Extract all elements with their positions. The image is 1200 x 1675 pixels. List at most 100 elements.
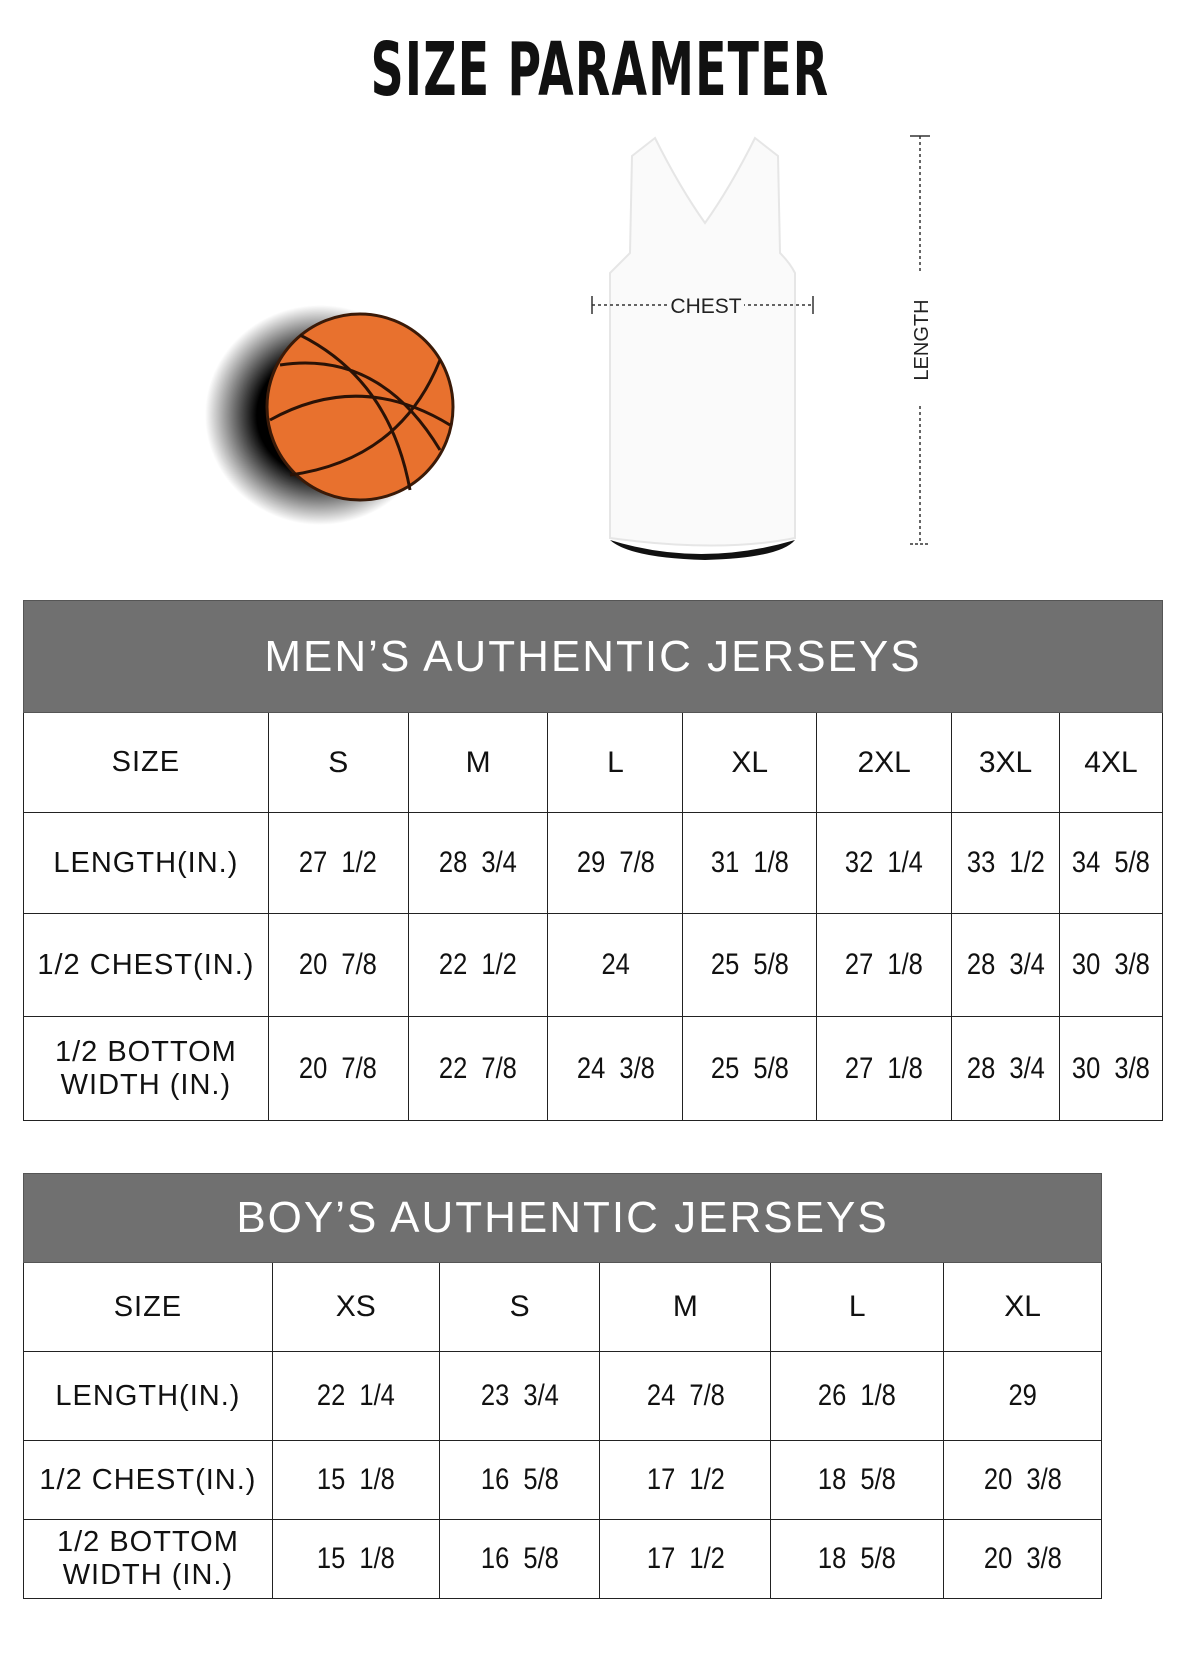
table-cell: 20 7/8 [267, 1016, 409, 1121]
table-row: LENGTH(IN.) 27 1/2 28 3/4 29 7/8 31 1/8 32 1/… [23, 812, 1163, 914]
table-row: 1/2 BOTTOM WIDTH (IN.) 15 1/8 16 5/8 17 1/2… [23, 1519, 1102, 1599]
cell-value: 20 3/8 [983, 1463, 1062, 1496]
cell-value: 24 3/8 [576, 1051, 655, 1085]
table-cell: 29 [943, 1351, 1102, 1441]
table-cell: 24 [547, 913, 684, 1017]
table-cell: 23 3/4 [438, 1351, 601, 1441]
table-row: 1/2 BOTTOM WIDTH (IN.) 20 7/8 22 7/8 24 3/8… [23, 1016, 1163, 1121]
cell-value: 17 1/2 [646, 1542, 725, 1575]
table-cell: 30 3/8 [1059, 1016, 1163, 1121]
column-header: S [438, 1262, 601, 1352]
table-cell: 20 3/8 [943, 1440, 1102, 1520]
row-label: 1/2 BOTTOM WIDTH (IN.) [23, 1016, 269, 1121]
column-header: SIZE [23, 712, 269, 813]
cell-value: 16 5/8 [480, 1542, 559, 1575]
page-title: SIZE PARAMETER [0, 30, 1200, 110]
row-label: 1/2 BOTTOM WIDTH (IN.) [23, 1519, 273, 1599]
cell-value: 16 5/8 [480, 1463, 559, 1496]
table-cell: 22 7/8 [407, 1016, 549, 1121]
cell-value: 32 1/4 [845, 846, 924, 879]
cell-value: 26 1/8 [818, 1379, 897, 1412]
table-cell: 22 1/4 [271, 1351, 440, 1441]
cell-value: 29 7/8 [576, 846, 655, 879]
cell-value: 27 1/2 [299, 846, 378, 879]
table-cell: 18 5/8 [770, 1440, 945, 1520]
cell-value: 28 3/4 [966, 1051, 1045, 1085]
table-cell: 22 1/2 [407, 913, 549, 1017]
cell-value: 20 7/8 [299, 948, 378, 981]
cell-value: 20 3/8 [983, 1542, 1062, 1575]
table-cell: 29 7/8 [547, 812, 684, 914]
cell-value: 23 3/4 [480, 1379, 559, 1412]
column-header: S [267, 712, 409, 813]
table-cell: 27 1/8 [816, 913, 953, 1017]
table-cell: 26 1/8 [770, 1351, 945, 1441]
table-header-row: SIZE S M L XL 2XL 3XL 4XL [23, 712, 1163, 813]
column-header: 4XL [1059, 712, 1163, 813]
column-header: L [547, 712, 684, 813]
row-label: LENGTH(IN.) [23, 812, 269, 914]
column-header: L [770, 1262, 945, 1352]
cell-value: 31 1/8 [710, 846, 789, 879]
cell-value: 28 3/4 [439, 846, 518, 879]
row-label: 1/2 CHEST(IN.) [23, 913, 269, 1017]
table-cell: 16 5/8 [438, 1519, 601, 1599]
table-cell: 20 3/8 [943, 1519, 1102, 1599]
table-cell: 24 3/8 [547, 1016, 684, 1121]
table-cell: 27 1/8 [816, 1016, 953, 1121]
cell-value: 29 [1008, 1379, 1037, 1412]
cell-value: 25 5/8 [710, 948, 789, 981]
table-cell: 15 1/8 [271, 1519, 440, 1599]
table-header-row: SIZE XS S M L XL [23, 1262, 1102, 1352]
row-label: LENGTH(IN.) [23, 1351, 273, 1441]
table-cell: 34 5/8 [1059, 812, 1163, 914]
table-cell: 32 1/4 [816, 812, 953, 914]
chest-label: CHEST [670, 295, 741, 318]
table-row: 1/2 CHEST(IN.) 20 7/8 22 1/2 24 25 5/8 27 1/8… [23, 913, 1163, 1017]
table-cell: 30 3/8 [1059, 913, 1163, 1017]
cell-value: 20 7/8 [299, 1051, 378, 1085]
table-cell: 28 3/4 [951, 1016, 1060, 1121]
table-cell: 28 3/4 [407, 812, 549, 914]
table-row: LENGTH(IN.) 22 1/4 23 3/4 24 7/8 26 1/8 29 [23, 1351, 1102, 1441]
column-header: M [407, 712, 549, 813]
table-cell: 16 5/8 [438, 1440, 601, 1520]
table-cell: 27 1/2 [267, 812, 409, 914]
column-header: XL [682, 712, 818, 813]
cell-value: 17 1/2 [646, 1463, 725, 1496]
table-cell: 25 5/8 [682, 1016, 818, 1121]
cell-value: 24 [601, 948, 630, 981]
column-header: 2XL [816, 712, 953, 813]
cell-value: 30 3/8 [1072, 1051, 1150, 1085]
column-header: XS [271, 1262, 440, 1352]
length-label: LENGTH [911, 299, 933, 380]
column-header: SIZE [23, 1262, 273, 1352]
cell-value: 15 1/8 [316, 1542, 395, 1575]
cell-value: 22 7/8 [439, 1051, 518, 1085]
jersey-diagram: CHEST [591, 136, 814, 560]
table-cell: 28 3/4 [951, 913, 1060, 1017]
cell-value: 25 5/8 [710, 1051, 789, 1085]
basketball-icon [205, 305, 455, 525]
cell-value: 27 1/8 [845, 948, 924, 981]
cell-value: 24 7/8 [646, 1379, 725, 1412]
title-text: SIZE PARAMETER [370, 27, 830, 113]
table-cell: 15 1/8 [271, 1440, 440, 1520]
table-cell: 18 5/8 [770, 1519, 945, 1599]
mens-size-table: MEN’S AUTHENTIC JERSEYS SIZE S M L XL 2X… [23, 600, 1163, 1121]
column-header: M [599, 1262, 772, 1352]
cell-value: 22 1/4 [316, 1379, 395, 1412]
table-row: 1/2 CHEST(IN.) 15 1/8 16 5/8 17 1/2 18 5/8 20… [23, 1440, 1102, 1520]
table-cell: 17 1/2 [599, 1440, 772, 1520]
cell-value: 33 1/2 [966, 846, 1045, 879]
cell-value: 34 5/8 [1072, 846, 1150, 879]
cell-value: 27 1/8 [845, 1051, 924, 1085]
cell-value: 18 5/8 [818, 1463, 897, 1496]
table-cell: 33 1/2 [951, 812, 1060, 914]
cell-value: 22 1/2 [439, 948, 518, 981]
mens-table-heading: MEN’S AUTHENTIC JERSEYS [23, 600, 1163, 713]
length-measure: LENGTH [910, 135, 933, 545]
table-cell: 31 1/8 [682, 812, 818, 914]
cell-value: 30 3/8 [1072, 948, 1150, 981]
column-header: XL [943, 1262, 1102, 1352]
